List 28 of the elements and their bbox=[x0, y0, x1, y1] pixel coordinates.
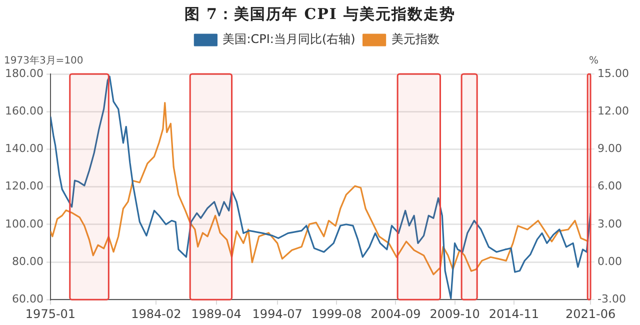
x-tick-label: 1984-02 bbox=[131, 306, 182, 321]
y-tick-label: 80.00 bbox=[12, 254, 44, 268]
y-axis-title: 1973年3月=100 bbox=[4, 54, 84, 67]
y2-tick-label: -3.00 bbox=[598, 292, 626, 306]
chart-title: 图 7：美国历年 CPI 与美元指数走势 bbox=[183, 4, 457, 25]
y2-tick-label: 3.00 bbox=[598, 217, 622, 230]
y-tick-label: 100.00 bbox=[4, 217, 44, 230]
y2-tick-label: 15.00 bbox=[598, 66, 630, 80]
y-tick-label: 180.00 bbox=[4, 66, 44, 80]
x-tick-label: 1999-08 bbox=[311, 306, 362, 321]
y2-tick-label: 12.00 bbox=[598, 104, 630, 118]
x-tick-label: 2021-06 bbox=[565, 306, 616, 321]
y-tick-label: 60.00 bbox=[12, 292, 44, 306]
legend-label: 美元指数 bbox=[391, 32, 440, 46]
y2-tick-label: 6.00 bbox=[598, 180, 622, 193]
x-tick-label: 2004-09 bbox=[370, 306, 421, 321]
y-tick-label: 160.00 bbox=[4, 104, 44, 118]
x-tick-label: 2014-11 bbox=[488, 306, 539, 321]
x-tick-label: 1975-01 bbox=[25, 306, 76, 321]
y2-tick-label: 9.00 bbox=[598, 142, 622, 156]
x-tick-label: 2009-10 bbox=[430, 306, 480, 321]
y2-tick-label: 0.00 bbox=[598, 254, 622, 268]
y2-axis-title: % bbox=[588, 56, 599, 67]
y-tick-label: 120.00 bbox=[4, 180, 44, 193]
x-tick-label: 1989-04 bbox=[191, 306, 242, 321]
legend-label: 美国:CPI:当月同比(右轴) bbox=[222, 32, 356, 46]
y-tick-label: 140.00 bbox=[4, 142, 44, 156]
x-tick-label: 1994-07 bbox=[252, 306, 302, 321]
